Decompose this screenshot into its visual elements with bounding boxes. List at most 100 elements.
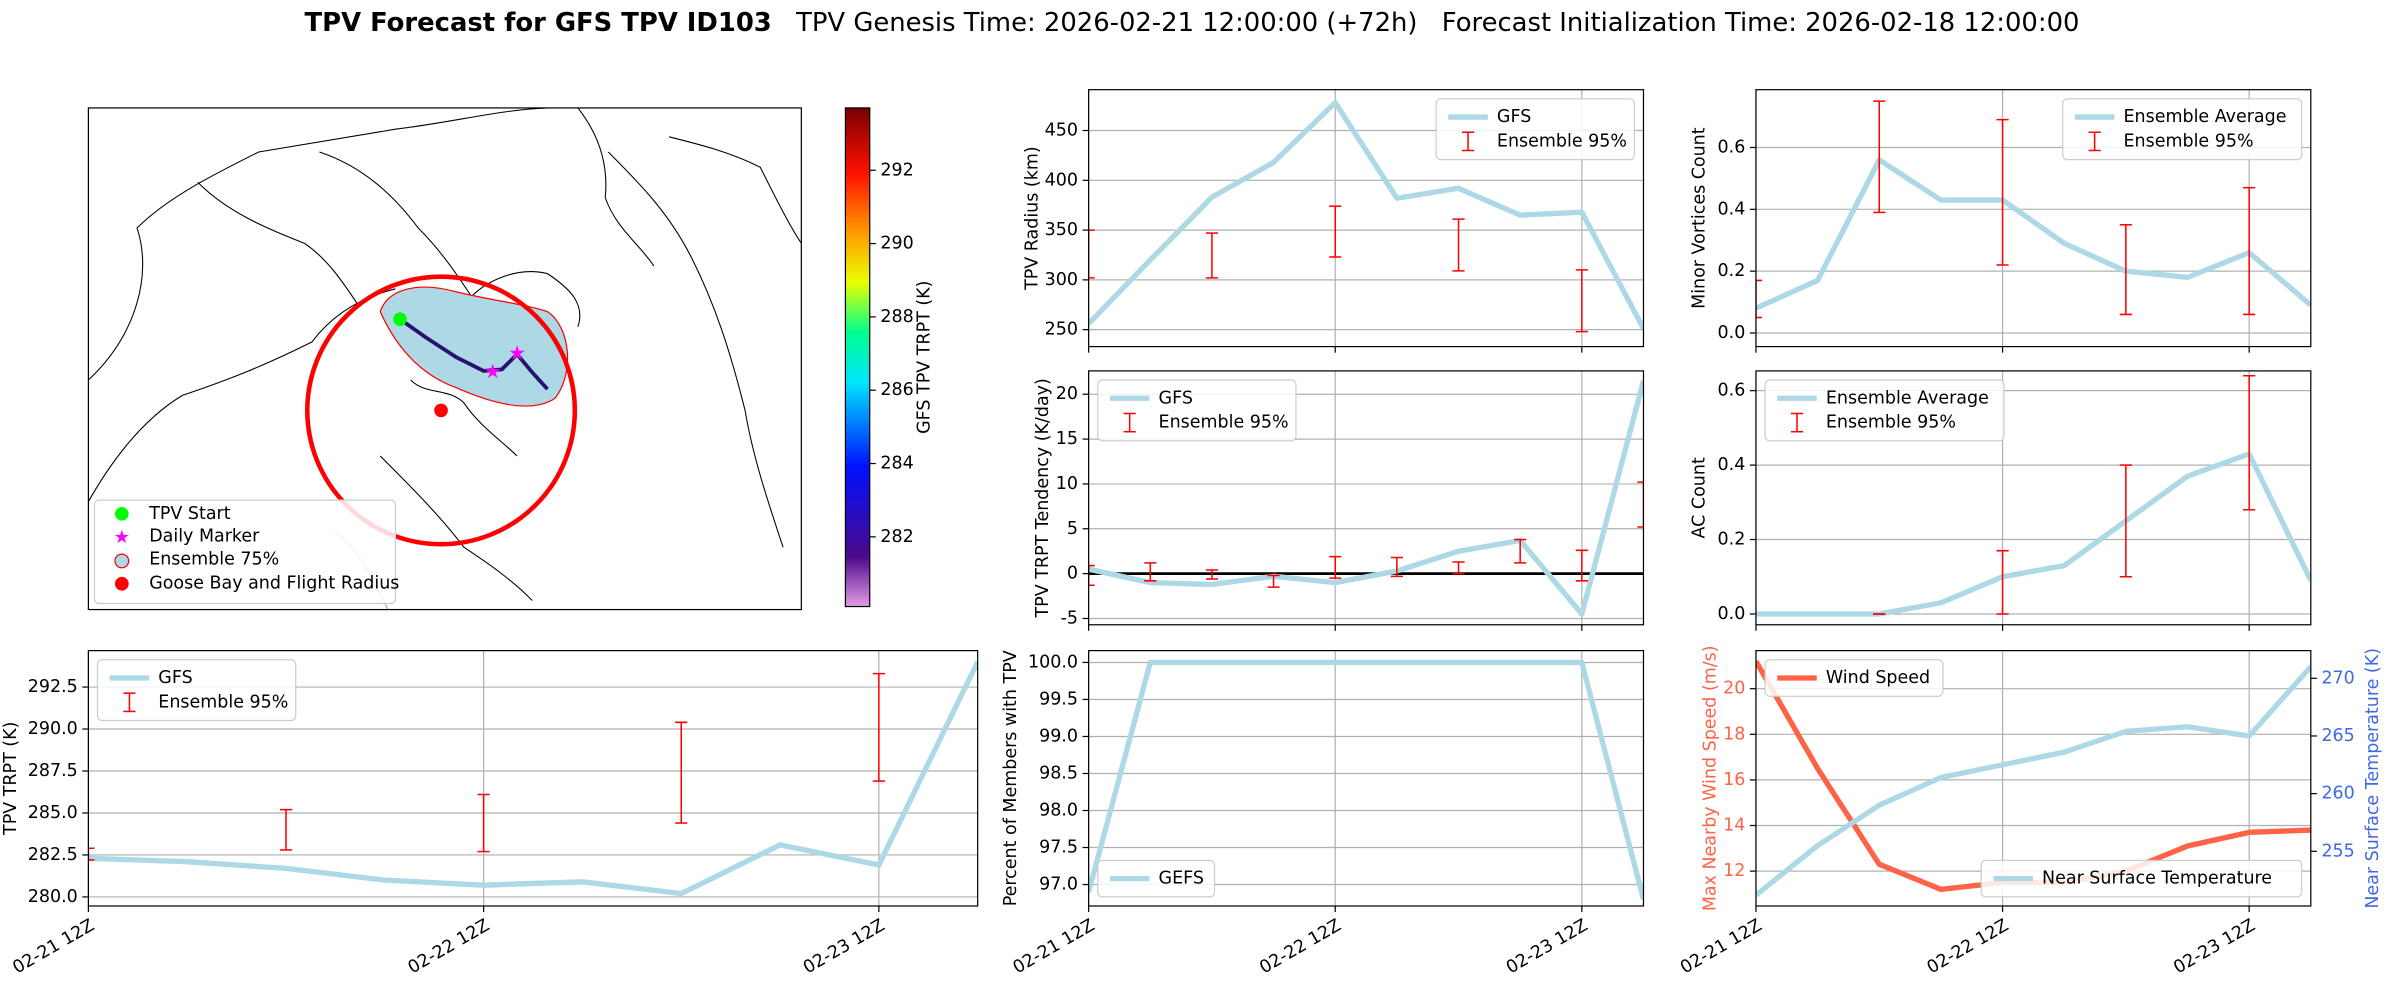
goose-bay <box>434 403 448 418</box>
axes-frame <box>1755 650 2312 907</box>
y-tick-label: 250 <box>1045 320 1078 340</box>
y-tick-label: 100.0 <box>1028 652 1078 672</box>
legend-label: GFS <box>1159 388 1193 408</box>
y-tick-label: 290.0 <box>28 719 78 739</box>
y-tick-label: 0.0 <box>1718 323 1746 343</box>
y-tick-label: 98.0 <box>1039 801 1078 821</box>
y-axis-label: Minor Vortices Count <box>1690 127 1710 309</box>
y-tick-label: 20 <box>1723 679 1745 699</box>
plot-area <box>1755 374 2311 617</box>
y2-axis-label: Near Surface Temperature (K) <box>2363 648 2383 909</box>
colorbar-tick-label: 292 <box>880 160 913 180</box>
axes-frame <box>87 650 979 907</box>
coastline <box>319 151 581 327</box>
y-axis-label: TPV Radius (km) <box>1022 146 1042 291</box>
map: ★ ★ ★ TPV Start Daily Marker Ensemble 75… <box>88 107 802 610</box>
y-axis-label: Max Nearby Wind Speed (m/s) <box>1700 645 1720 911</box>
coastline <box>88 107 548 381</box>
coastline <box>197 182 358 305</box>
legend <box>1435 98 1635 161</box>
legend-label: GFS <box>1497 107 1531 127</box>
legend-label: TPV Start <box>148 504 231 524</box>
legend-label: Ensemble 75% <box>149 549 279 569</box>
daily-marker: ★ <box>508 342 526 365</box>
y-tick-label: 350 <box>1045 220 1078 240</box>
y-tick-label: 97.0 <box>1039 875 1078 895</box>
y-tick-label: 282.5 <box>28 845 78 865</box>
map-legend <box>93 499 397 605</box>
plot-area <box>1755 100 2311 319</box>
x-tick-label: 02-22 12Z <box>405 916 493 979</box>
x-tick-label: 02-23 12Z <box>800 916 888 979</box>
colorbar-tick-label: 288 <box>880 307 913 327</box>
legend-label: Ensemble Average <box>2124 107 2287 127</box>
legend-marker: ★ <box>114 527 130 548</box>
axes-frame <box>1088 89 1645 348</box>
series-line <box>1088 99 1644 330</box>
y-tick-label: 99.0 <box>1039 726 1078 746</box>
legend-label: Ensemble Average <box>1826 388 1989 408</box>
legend-label: GFS <box>158 668 192 688</box>
y-tick-label: 14 <box>1723 816 1745 836</box>
colorbar-label: GFS TPV TRPT (K) <box>914 281 934 434</box>
colorbar-tick-label: 290 <box>880 234 913 254</box>
y-tick-label: 0.4 <box>1718 199 1746 219</box>
y-axis-label: AC Count <box>1690 457 1710 538</box>
y-tick-label: 450 <box>1045 121 1078 141</box>
axes-frame <box>1755 89 2312 348</box>
y2-tick-label: 255 <box>2321 841 2354 861</box>
legend-label: Ensemble 95% <box>1159 413 1289 433</box>
colorbar-tick-label: 286 <box>880 380 913 400</box>
map-frame <box>87 107 802 611</box>
x-tick-label: 02-23 12Z <box>2170 916 2258 979</box>
y2-tick-label: 265 <box>2321 726 2354 746</box>
y-tick-label: 287.5 <box>28 761 78 781</box>
axes-frame <box>1088 370 1645 626</box>
legend-label: Ensemble 95% <box>1497 131 1627 151</box>
coastline <box>607 151 784 548</box>
colorbar <box>844 107 871 608</box>
y-tick-label: 400 <box>1045 170 1078 190</box>
figure-title: TPV Forecast for GFS TPV ID103 TPV Genesi… <box>305 7 2080 37</box>
legend <box>1097 379 1297 442</box>
legend <box>1097 859 1216 898</box>
legend-label: Daily Marker <box>149 527 260 547</box>
x-tick-label: 02-21 12Z <box>10 916 98 979</box>
coastline <box>668 136 802 244</box>
series-line <box>1088 659 1644 901</box>
legend <box>2062 98 2303 161</box>
y2-tick-label: 260 <box>2321 784 2354 804</box>
y-tick-label: 99.5 <box>1039 689 1078 709</box>
y-axis-label: Percent of Members with TPV <box>1001 650 1021 906</box>
y-tick-label: 15 <box>1056 429 1078 449</box>
y-tick-label: 292.5 <box>28 677 78 697</box>
legend-marker <box>114 553 130 569</box>
tpv-track <box>398 317 549 391</box>
genesis-time: TPV Genesis Time: 2026-02-21 12:00:00 (+… <box>795 7 1417 37</box>
legend-label: Wind Speed <box>1826 668 1930 688</box>
legend-label: Ensemble 95% <box>2124 131 2254 151</box>
y-axis-label: TPV TRPT Tendency (K/day) <box>1033 378 1053 618</box>
coastline <box>577 107 655 267</box>
title: TPV Forecast for GFS TPV ID103 <box>305 7 772 37</box>
x-tick-label: 02-22 12Z <box>1924 916 2012 979</box>
legend <box>1764 379 2005 442</box>
y-tick-label: 0.2 <box>1718 530 1746 550</box>
y-tick-label: 0.6 <box>1718 381 1746 401</box>
y-tick-label: 0 <box>1067 564 1078 584</box>
legend-label: Ensemble 95% <box>158 692 288 712</box>
y-tick-label: -5 <box>1061 608 1078 628</box>
y-tick-label: 20 <box>1056 384 1078 404</box>
y-tick-label: 0.2 <box>1718 261 1746 281</box>
x-tick-label: 02-22 12Z <box>1256 916 1344 979</box>
legend-label: Goose Bay and Flight Radius <box>149 574 399 594</box>
legend <box>96 659 297 722</box>
x-tick-label: 02-21 12Z <box>1677 916 1765 979</box>
legend-label: Near Surface Temperature <box>2042 869 2272 889</box>
colorbar-tick-label: 282 <box>880 527 913 547</box>
coastline <box>379 455 533 601</box>
y-tick-label: 300 <box>1045 270 1078 290</box>
y-tick-label: 0.4 <box>1718 455 1746 475</box>
flight-radius <box>305 274 578 547</box>
